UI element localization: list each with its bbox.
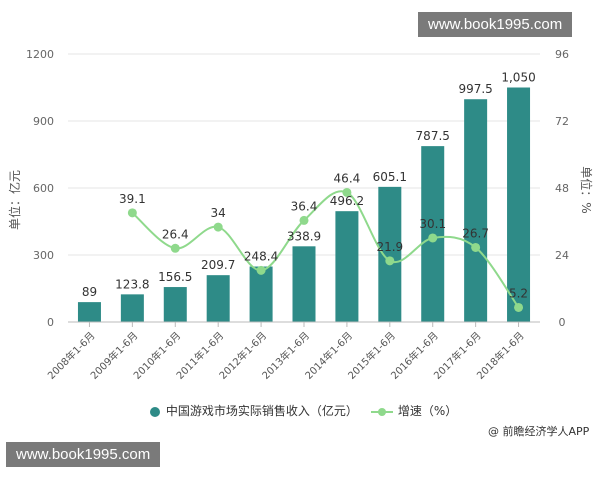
growth-point bbox=[514, 302, 524, 312]
growth-point bbox=[256, 265, 266, 275]
y-axis-title: 单位：亿元 bbox=[7, 170, 22, 230]
bar bbox=[464, 99, 488, 322]
growth-value-label: 34 bbox=[211, 206, 226, 220]
legend-label-revenue: 中国游戏市场实际销售收入（亿元） bbox=[165, 404, 358, 418]
bar-value-label: 605.1 bbox=[373, 170, 407, 184]
bar bbox=[292, 246, 316, 322]
growth-point bbox=[127, 208, 137, 218]
legend-marker-line bbox=[371, 407, 393, 416]
watermark-bottom: www.book1995.com bbox=[6, 442, 161, 467]
y-tick-label: 900 bbox=[33, 115, 54, 128]
bar bbox=[120, 294, 144, 322]
bar bbox=[335, 211, 359, 322]
y2-tick-label: 96 bbox=[555, 48, 569, 61]
growth-point bbox=[342, 187, 352, 197]
growth-line-series bbox=[127, 187, 524, 312]
bar-value-label: 787.5 bbox=[416, 129, 450, 143]
bar bbox=[206, 275, 230, 322]
bar bbox=[163, 287, 187, 322]
growth-value-label: 30.1 bbox=[419, 217, 446, 231]
growth-point bbox=[170, 243, 180, 253]
bar-value-label: 89 bbox=[82, 285, 97, 299]
axes: 030060090012000244872962008年1-6月2009年1-6… bbox=[26, 48, 569, 382]
y-tick-label: 300 bbox=[33, 249, 54, 262]
bar-value-label: 209.7 bbox=[201, 258, 235, 272]
growth-value-label: 39.1 bbox=[119, 192, 146, 206]
y2-tick-label: 0 bbox=[559, 316, 566, 329]
source-credit: @ 前瞻经济学人APP bbox=[488, 425, 590, 438]
growth-value-label: 26.7 bbox=[462, 226, 489, 240]
bar-series bbox=[77, 87, 531, 322]
growth-point bbox=[385, 256, 395, 266]
growth-value-label: 36.4 bbox=[291, 199, 318, 213]
bar-value-label: 997.5 bbox=[458, 82, 492, 96]
watermark-top: www.book1995.com bbox=[418, 12, 573, 37]
growth-point bbox=[428, 233, 438, 243]
bar-value-label: 1,050 bbox=[501, 71, 535, 85]
growth-point bbox=[471, 242, 481, 252]
y2-tick-label: 72 bbox=[555, 115, 569, 128]
growth-point bbox=[299, 215, 309, 225]
growth-value-label: 46.4 bbox=[334, 171, 361, 185]
legend-marker-bar bbox=[150, 406, 160, 417]
bar-value-label: 496.2 bbox=[330, 194, 364, 208]
growth-value-label: 5.2 bbox=[509, 286, 528, 300]
growth-value-label: 26.4 bbox=[162, 227, 189, 241]
bar-value-label: 248.4 bbox=[244, 250, 278, 264]
bar-value-label: 123.8 bbox=[115, 277, 149, 291]
bar bbox=[378, 186, 402, 322]
y2-tick-label: 24 bbox=[555, 249, 569, 262]
data-labels: 89 123.8 156.5 209.7 248.4 338.9 496.2 605.1 787… bbox=[82, 71, 536, 301]
y2-axis-title: 单位：% bbox=[579, 166, 594, 213]
bar bbox=[249, 266, 273, 322]
legend-label-growth: 增速（%） bbox=[397, 404, 458, 418]
y2-tick-label: 48 bbox=[555, 182, 569, 195]
bar bbox=[507, 87, 531, 322]
bar-value-label: 338.9 bbox=[287, 229, 321, 243]
y-tick-label: 600 bbox=[33, 182, 54, 195]
growth-value-label: 21.9 bbox=[376, 240, 403, 254]
legend-item-growth: 增速（%） bbox=[370, 402, 457, 419]
y-tick-label: 1200 bbox=[26, 48, 54, 61]
bar-value-label: 156.5 bbox=[158, 270, 192, 284]
bar bbox=[77, 302, 101, 322]
growth-line bbox=[131, 190, 520, 309]
growth-point bbox=[213, 222, 223, 232]
y-tick-label: 0 bbox=[47, 316, 54, 329]
legend-item-revenue: 中国游戏市场实际销售收入（亿元） bbox=[148, 402, 358, 419]
